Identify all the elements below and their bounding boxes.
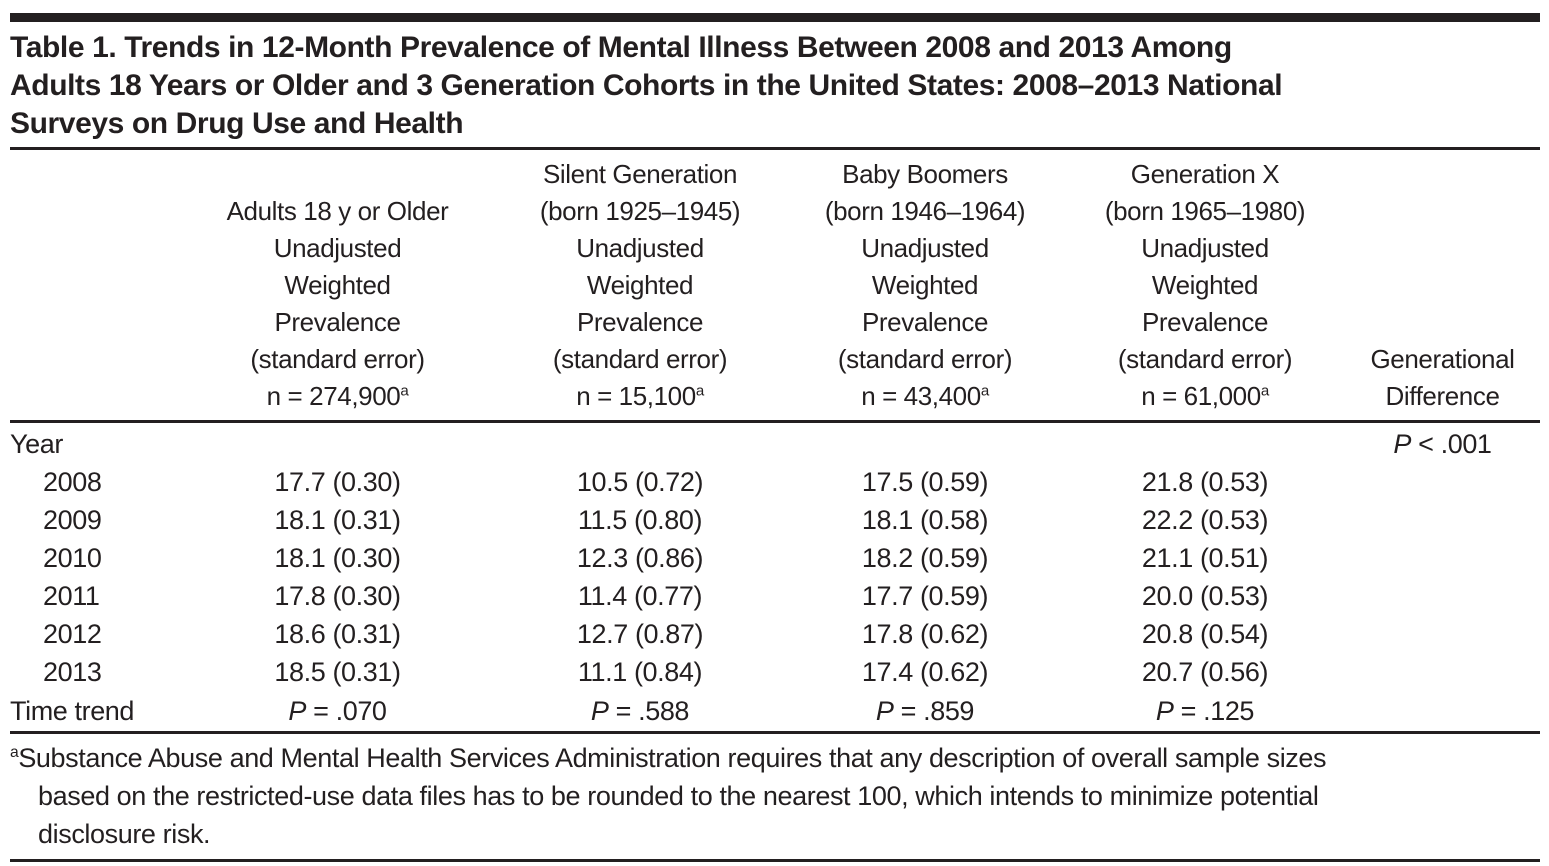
value-cell-boomers: 17.7 (0.59) <box>861 581 989 611</box>
generational-difference-p-value: P < .001 <box>1393 428 1492 459</box>
header-row: Adults 18 y or Older Unadjusted Weighted Pr… <box>10 150 1540 423</box>
table-row-2013: 2013 18.5 (0.31) 11.1 (0.84) 17.4 (0.62)… <box>10 654 1540 692</box>
column-header-baby-boomers: Baby Boomers (born 1946–1964) Unadjusted We… <box>785 150 1065 423</box>
value-cell-adults: 17.8 (0.30) <box>274 581 401 611</box>
value-cell-genx: 22.2 (0.53) <box>1141 505 1269 535</box>
p-value-silent: P = .588 <box>590 695 690 726</box>
year-label: 2009 <box>43 505 102 535</box>
footnote-marker: a <box>980 382 989 400</box>
column-header-adults: Adults 18 y or Older Unadjusted Weighted Pr… <box>180 150 495 423</box>
footnote-divider-rule <box>10 730 1540 734</box>
top-rule-thick <box>10 13 1540 22</box>
table-footnote: aSubstance Abuse and Mental Health Servi… <box>10 734 1540 859</box>
table-header: Adults 18 y or Older Unadjusted Weighted Pr… <box>10 150 1540 423</box>
footnote-marker: a <box>1260 382 1269 400</box>
column-header-silent-generation: Silent Generation (born 1925–1945) Unadjus… <box>495 150 785 423</box>
column-header-lines: Generational Difference <box>1370 344 1515 411</box>
bottom-rule <box>10 858 1540 862</box>
sample-size: n = 274,900a <box>266 381 409 411</box>
value-cell-genx: 21.8 (0.53) <box>1141 467 1269 497</box>
time-trend-row: Time trend P = .070 P = .588 P = .859 P … <box>10 692 1540 731</box>
table-row-2011: 2011 17.8 (0.30) 11.4 (0.77) 17.7 (0.59)… <box>10 578 1540 616</box>
year-label: 2010 <box>43 543 102 573</box>
value-cell-silent: 11.5 (0.80) <box>577 505 703 535</box>
p-value-boomers: P = .859 <box>875 695 975 726</box>
column-header-lines: Generation X (born 1965–1980) Unadjusted We… <box>1104 159 1306 374</box>
value-cell-boomers: 17.4 (0.62) <box>861 657 989 687</box>
value-cell-boomers: 17.5 (0.59) <box>861 467 989 497</box>
year-label: 2013 <box>43 657 102 687</box>
value-cell-silent: 11.1 (0.84) <box>577 657 703 687</box>
table-row-2009: 2009 18.1 (0.31) 11.5 (0.80) 18.1 (0.58)… <box>10 502 1540 540</box>
year-section-row: Year P < .001 <box>10 422 1540 464</box>
sample-size: n = 43,400a <box>861 381 989 411</box>
column-header-generational-difference: Generational Difference <box>1345 150 1540 423</box>
footnote-text: Substance Abuse and Mental Health Servic… <box>18 742 1327 849</box>
p-value-genx: P = .125 <box>1155 695 1255 726</box>
value-cell-genx: 20.0 (0.53) <box>1141 581 1269 611</box>
sample-size: n = 15,100a <box>576 381 704 411</box>
column-header-lines: Baby Boomers (born 1946–1964) Unadjusted We… <box>824 159 1026 374</box>
footnote-marker: a <box>10 743 19 761</box>
title-divider-rule <box>10 147 1540 150</box>
section-label: Year <box>10 428 63 459</box>
value-cell-silent: 10.5 (0.72) <box>576 467 704 497</box>
value-cell-adults: 18.5 (0.31) <box>274 657 401 687</box>
time-trend-label: Time trend <box>10 695 135 726</box>
column-header-lines: Silent Generation (born 1925–1945) Unadjus… <box>539 159 741 374</box>
p-value-adults: P = .070 <box>288 695 387 726</box>
table-row-2010: 2010 18.1 (0.30) 12.3 (0.86) 18.2 (0.59)… <box>10 540 1540 578</box>
value-cell-boomers: 18.2 (0.59) <box>861 543 989 573</box>
value-cell-adults: 18.1 (0.30) <box>274 543 401 573</box>
corner-cell <box>10 150 180 423</box>
data-table: Adults 18 y or Older Unadjusted Weighted Pr… <box>10 150 1540 731</box>
footnote-marker: a <box>400 382 409 400</box>
table-title: Table 1. Trends in 12-Month Prevalence o… <box>10 31 1283 140</box>
year-label: 2011 <box>43 581 100 611</box>
value-cell-adults: 18.1 (0.31) <box>274 505 401 535</box>
value-cell-adults: 18.6 (0.31) <box>274 619 401 649</box>
column-header-lines: Adults 18 y or Older Unadjusted Weighted Pr… <box>226 196 449 374</box>
year-label: 2008 <box>43 467 102 497</box>
value-cell-boomers: 18.1 (0.58) <box>861 505 989 535</box>
value-cell-genx: 20.7 (0.56) <box>1141 657 1269 687</box>
table-row-2012: 2012 18.6 (0.31) 12.7 (0.87) 17.8 (0.62)… <box>10 616 1540 654</box>
table-body: Year P < .001 2008 17.7 (0.30) 10.5 (0.7… <box>10 422 1540 731</box>
value-cell-silent: 11.4 (0.77) <box>577 581 703 611</box>
value-cell-boomers: 17.8 (0.62) <box>861 619 989 649</box>
value-cell-silent: 12.3 (0.86) <box>576 543 704 573</box>
year-label: 2012 <box>43 619 102 649</box>
value-cell-adults: 17.7 (0.30) <box>274 467 401 497</box>
footnote-marker: a <box>695 382 704 400</box>
column-header-generation-x: Generation X (born 1965–1980) Unadjusted We… <box>1065 150 1345 423</box>
value-cell-genx: 20.8 (0.54) <box>1141 619 1269 649</box>
value-cell-silent: 12.7 (0.87) <box>576 619 704 649</box>
table-row-2008: 2008 17.7 (0.30) 10.5 (0.72) 17.5 (0.59)… <box>10 464 1540 502</box>
value-cell-genx: 21.1 (0.51) <box>1141 543 1269 573</box>
sample-size: n = 61,000a <box>1141 381 1269 411</box>
